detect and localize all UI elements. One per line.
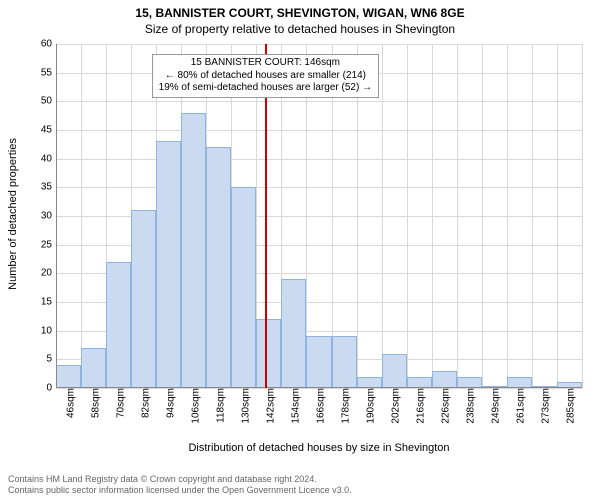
- y-tick-label: 45: [41, 125, 56, 136]
- histogram-bar: [231, 187, 256, 388]
- gridline-v: [482, 44, 483, 388]
- x-tick-label: 273sqm: [537, 388, 552, 424]
- gridline-v: [432, 44, 433, 388]
- histogram-bar: [306, 336, 331, 388]
- chart-title: 15, BANNISTER COURT, SHEVINGTON, WIGAN, …: [0, 6, 600, 20]
- y-tick-label: 35: [41, 182, 56, 193]
- footer-line: Contains public sector information licen…: [8, 485, 352, 496]
- y-axis-label: Number of detached properties: [7, 114, 19, 314]
- y-axis-line: [56, 44, 57, 388]
- y-tick-label: 20: [41, 268, 56, 279]
- y-tick-label: 5: [46, 354, 56, 365]
- annotation-line: 19% of semi-detached houses are larger (…: [159, 82, 372, 95]
- x-tick-label: 238sqm: [462, 388, 477, 424]
- x-tick-label: 106sqm: [186, 388, 201, 424]
- x-tick-label: 178sqm: [337, 388, 352, 424]
- y-tick-label: 60: [41, 39, 56, 50]
- x-tick-label: 166sqm: [312, 388, 327, 424]
- gridline-v: [532, 44, 533, 388]
- x-tick-label: 130sqm: [236, 388, 251, 424]
- x-tick-label: 249sqm: [487, 388, 502, 424]
- gridline-v: [382, 44, 383, 388]
- x-tick-label: 216sqm: [412, 388, 427, 424]
- y-tick-label: 50: [41, 96, 56, 107]
- x-tick-label: 226sqm: [437, 388, 452, 424]
- histogram-bar: [256, 319, 281, 388]
- y-tick-label: 15: [41, 297, 56, 308]
- plot-area: 05101520253035404550556046sqm58sqm70sqm8…: [56, 44, 582, 388]
- gridline-v: [507, 44, 508, 388]
- footer-line: Contains HM Land Registry data © Crown c…: [8, 474, 352, 485]
- x-tick-label: 94sqm: [161, 388, 176, 418]
- x-tick-label: 142sqm: [261, 388, 276, 424]
- gridline-v: [557, 44, 558, 388]
- x-tick-label: 202sqm: [387, 388, 402, 424]
- gridline-h: [56, 130, 582, 131]
- histogram-bar: [382, 354, 407, 388]
- y-tick-label: 0: [46, 383, 56, 394]
- histogram-bar: [156, 141, 181, 388]
- gridline-v: [582, 44, 583, 388]
- gridline-h: [56, 44, 582, 45]
- chart-subtitle: Size of property relative to detached ho…: [0, 22, 600, 36]
- x-tick-label: 285sqm: [562, 388, 577, 424]
- gridline-v: [407, 44, 408, 388]
- gridline-v: [457, 44, 458, 388]
- y-tick-label: 25: [41, 239, 56, 250]
- histogram-bar: [131, 210, 156, 388]
- histogram-bar: [432, 371, 457, 388]
- histogram-bar: [181, 113, 206, 388]
- gridline-h: [56, 159, 582, 160]
- x-axis-label: Distribution of detached houses by size …: [56, 442, 582, 454]
- y-tick-label: 30: [41, 211, 56, 222]
- histogram-bar: [332, 336, 357, 388]
- y-tick-label: 40: [41, 153, 56, 164]
- histogram-bar: [56, 365, 81, 388]
- x-tick-label: 58sqm: [86, 388, 101, 418]
- x-tick-label: 46sqm: [61, 388, 76, 418]
- histogram-bar: [281, 279, 306, 388]
- histogram-bar: [106, 262, 131, 388]
- gridline-h: [56, 187, 582, 188]
- x-tick-label: 190sqm: [362, 388, 377, 424]
- y-tick-label: 10: [41, 325, 56, 336]
- x-tick-label: 261sqm: [512, 388, 527, 424]
- gridline-v: [81, 44, 82, 388]
- gridline-h: [56, 101, 582, 102]
- histogram-bar: [81, 348, 106, 388]
- x-tick-label: 82sqm: [136, 388, 151, 418]
- annotation-line: ← 80% of detached houses are smaller (21…: [159, 70, 372, 83]
- x-tick-label: 70sqm: [111, 388, 126, 418]
- x-axis-line: [56, 387, 582, 388]
- histogram-bar: [206, 147, 231, 388]
- x-tick-label: 154sqm: [286, 388, 301, 424]
- y-tick-label: 55: [41, 67, 56, 78]
- footer-attribution: Contains HM Land Registry data © Crown c…: [8, 474, 352, 497]
- x-tick-label: 118sqm: [211, 388, 226, 423]
- annotation-box: 15 BANNISTER COURT: 146sqm← 80% of detac…: [152, 54, 379, 98]
- annotation-line: 15 BANNISTER COURT: 146sqm: [159, 57, 372, 70]
